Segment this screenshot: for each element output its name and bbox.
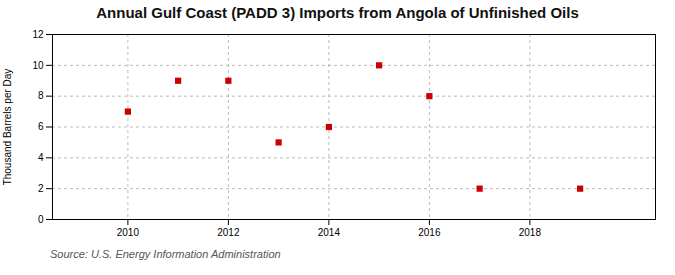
svg-text:12: 12: [32, 29, 44, 40]
svg-text:10: 10: [32, 60, 44, 71]
svg-text:0: 0: [38, 214, 44, 225]
svg-text:2018: 2018: [519, 227, 542, 238]
svg-text:2016: 2016: [418, 227, 441, 238]
svg-text:Thousand Barrels per Day: Thousand Barrels per Day: [2, 69, 13, 186]
svg-text:8: 8: [38, 90, 44, 101]
svg-text:2: 2: [38, 183, 44, 194]
html-text:Annual Gulf Coast (PADD 3) Imp: Annual Gulf Coast (PADD 3) Imports from …: [96, 4, 579, 21]
html-text:Source: U.S. Energy Informatio: Source: U.S. Energy Information Administ…: [50, 248, 281, 260]
svg-text:2012: 2012: [217, 227, 240, 238]
svg-text:2010: 2010: [117, 227, 140, 238]
svg-text:2014: 2014: [318, 227, 341, 238]
svg-text:6: 6: [38, 121, 44, 132]
svg-text:4: 4: [38, 152, 44, 163]
